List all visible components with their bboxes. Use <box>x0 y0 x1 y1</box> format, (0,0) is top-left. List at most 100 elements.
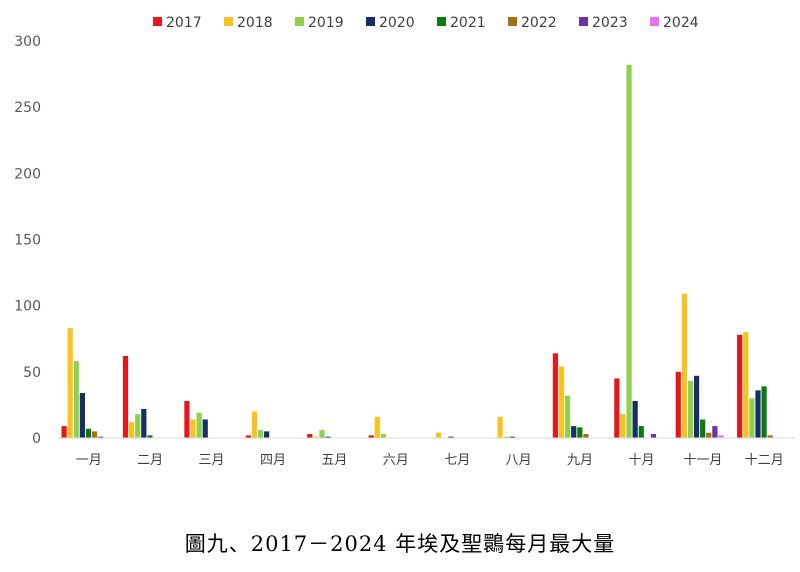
bar-2018-11 <box>681 293 687 438</box>
bar-2022-11 <box>706 432 712 438</box>
bar-2019-6 <box>380 434 386 438</box>
x-tick-label: 二月 <box>137 453 163 468</box>
legend-item-2019: 2019 <box>295 15 344 31</box>
legend-label: 2021 <box>450 15 486 31</box>
x-tick-label: 十二月 <box>745 453 784 468</box>
x-tick-label: 八月 <box>506 453 532 468</box>
bar-2018-5 <box>313 436 319 438</box>
bar-2020-8 <box>509 436 515 438</box>
bar-2019-4 <box>257 430 264 438</box>
bar-2019-9 <box>565 395 571 438</box>
legend-label: 2024 <box>663 15 699 31</box>
bar-2022-9 <box>583 434 589 438</box>
x-axis: 一月 二月 三月 四月 五月 六月 七月 八月 九月 十月 十一月 十二月 <box>76 453 784 468</box>
x-tick-label: 一月 <box>76 453 102 468</box>
y-tick-label: 200 <box>14 166 41 182</box>
bar-2018-6 <box>374 416 380 438</box>
legend: 2017 2018 2019 2020 2021 2022 2023 2024 <box>153 15 699 31</box>
bar-2022-1 <box>92 431 98 438</box>
bar-2017-5 <box>307 434 313 438</box>
legend-label: 2020 <box>379 15 415 31</box>
x-tick-label: 六月 <box>383 453 409 468</box>
bar-2023-1 <box>98 436 104 438</box>
bar-2021-12 <box>761 386 767 438</box>
y-tick-label: 300 <box>14 34 41 50</box>
bar-2021-10 <box>638 426 644 438</box>
x-tick-label: 五月 <box>321 453 347 468</box>
bar-2017-9 <box>552 353 559 438</box>
bar-2020-12 <box>755 390 761 438</box>
legend-label: 2022 <box>521 15 557 31</box>
bar-2019-8 <box>503 436 509 438</box>
legend-label: 2023 <box>592 15 628 31</box>
bars <box>61 64 773 438</box>
bar-2020-9 <box>571 426 577 438</box>
x-tick-label: 三月 <box>198 453 224 468</box>
bar-2024-11 <box>718 435 724 438</box>
bar-2017-1 <box>61 426 67 438</box>
bar-2018-3 <box>190 419 196 438</box>
bar-2021-11 <box>700 419 706 438</box>
legend-swatch <box>295 17 304 26</box>
y-tick-label: 250 <box>14 100 41 116</box>
bar-2017-4 <box>245 435 251 438</box>
bar-2018-12 <box>743 332 749 438</box>
legend-swatch <box>508 17 517 26</box>
bar-2019-12 <box>749 398 755 438</box>
bar-2018-7 <box>436 432 442 438</box>
legend-item-2021: 2021 <box>437 15 486 31</box>
x-tick-label: 七月 <box>444 453 470 468</box>
bar-2021-9 <box>577 427 583 438</box>
bar-2017-12 <box>737 334 743 438</box>
legend-label: 2018 <box>237 15 273 31</box>
legend-item-2017: 2017 <box>153 15 202 31</box>
y-axis: 0 50 100 150 200 250 300 <box>14 34 41 447</box>
bar-2017-10 <box>614 378 620 438</box>
bar-2020-5 <box>325 436 331 438</box>
bar-2020-1 <box>79 393 85 438</box>
bar-2023-11 <box>712 426 718 438</box>
bar-2019-11 <box>687 381 694 438</box>
y-tick-label: 150 <box>14 233 41 249</box>
legend-swatch <box>153 17 162 26</box>
bar-2018-9 <box>558 366 565 438</box>
legend-item-2020: 2020 <box>366 15 415 31</box>
y-tick-label: 50 <box>23 365 41 381</box>
bar-2017-3 <box>184 400 190 438</box>
bar-2020-4 <box>264 431 270 438</box>
figure-caption: 圖九、2017－2024 年埃及聖䴉每月最大量 <box>184 532 616 556</box>
bar-2018-4 <box>251 411 258 438</box>
y-tick-label: 100 <box>14 299 41 315</box>
bar-2019-1 <box>73 361 79 438</box>
legend-swatch <box>366 17 375 26</box>
bar-2018-10 <box>620 414 626 438</box>
bar-2017-11 <box>675 371 681 438</box>
bar-2019-3 <box>196 412 202 438</box>
bar-2021-2 <box>147 435 153 438</box>
bar-2019-2 <box>135 414 141 438</box>
x-tick-label: 十月 <box>628 453 654 468</box>
x-tick-label: 四月 <box>260 453 286 468</box>
legend-swatch <box>579 17 588 26</box>
bar-2017-2 <box>122 355 129 438</box>
bar-2017-6 <box>368 435 374 438</box>
legend-swatch <box>437 17 446 26</box>
bar-2020-10 <box>632 400 638 438</box>
legend-swatch <box>224 17 233 26</box>
bar-2020-7 <box>448 436 454 438</box>
bar-2023-10 <box>650 434 657 438</box>
legend-swatch <box>650 17 659 26</box>
x-tick-label: 九月 <box>567 453 593 468</box>
bar-2018-8 <box>497 416 503 438</box>
bar-2018-1 <box>67 328 73 438</box>
legend-item-2023: 2023 <box>579 15 628 31</box>
y-tick-label: 0 <box>32 431 41 447</box>
bar-2018-2 <box>129 422 135 438</box>
bar-2022-12 <box>767 435 773 438</box>
bar-2019-10 <box>626 64 632 438</box>
bar-2021-1 <box>85 428 92 438</box>
bar-2020-3 <box>202 419 208 438</box>
bar-chart: 2017 2018 2019 2020 2021 2022 2023 2024 0 50 100 1… <box>14 15 795 468</box>
bar-2020-2 <box>141 408 147 438</box>
legend-item-2022: 2022 <box>508 15 557 31</box>
